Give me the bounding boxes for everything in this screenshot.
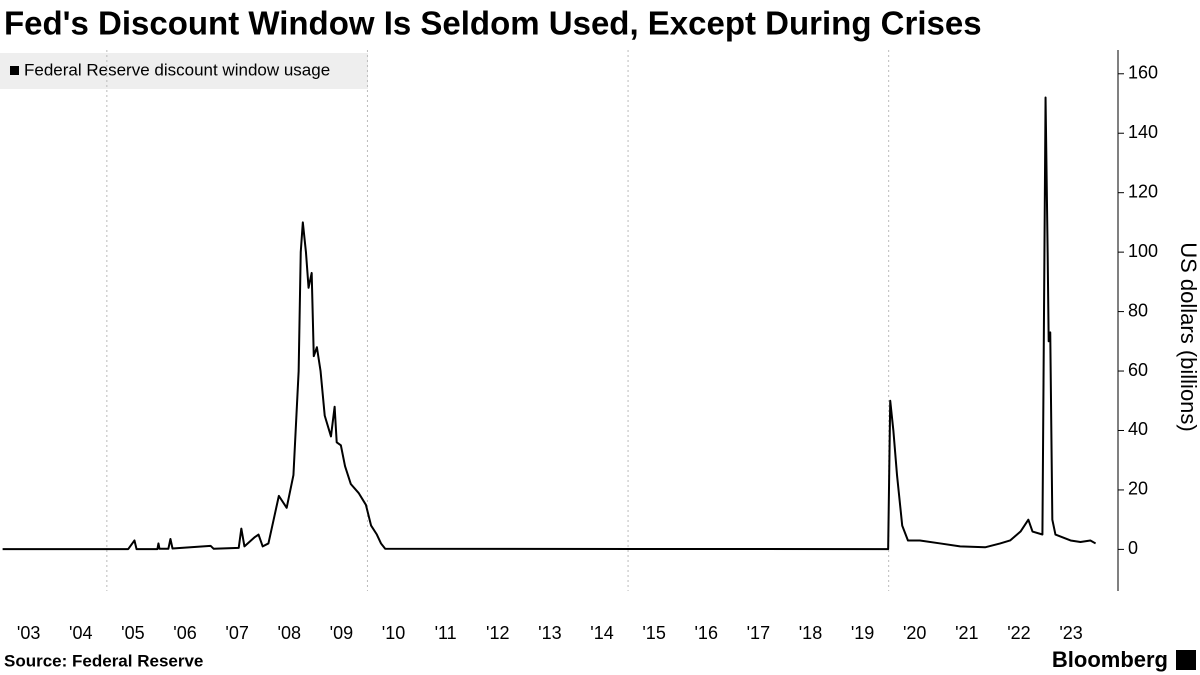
x-tick-label: '09 xyxy=(330,623,353,643)
x-tick-label: '23 xyxy=(1059,623,1082,643)
x-tick-label: '20 xyxy=(903,623,926,643)
x-tick-label: '03 xyxy=(17,623,40,643)
x-tick-label: '06 xyxy=(173,623,196,643)
y-axis-label: US dollars (billions) xyxy=(1176,242,1200,432)
x-tick-label: '18 xyxy=(799,623,822,643)
legend-box xyxy=(0,53,368,89)
x-tick-label: '12 xyxy=(486,623,509,643)
legend-swatch xyxy=(10,66,19,75)
y-tick-label: 0 xyxy=(1128,538,1138,558)
brand: Bloomberg xyxy=(1052,647,1168,672)
y-tick-label: 120 xyxy=(1128,181,1158,201)
x-tick-label: '05 xyxy=(121,623,144,643)
y-tick-label: 40 xyxy=(1128,419,1148,439)
x-tick-label: '13 xyxy=(538,623,561,643)
x-tick-label: '07 xyxy=(225,623,248,643)
line xyxy=(2,96,1097,551)
y-tick-label: 140 xyxy=(1128,122,1158,142)
y-tick-label: 80 xyxy=(1128,300,1148,320)
x-tick-label: '08 xyxy=(278,623,301,643)
x-tick-label: '10 xyxy=(382,623,405,643)
x-tick-label: '16 xyxy=(695,623,718,643)
y-tick-label: 160 xyxy=(1128,63,1158,83)
brand-icon xyxy=(1176,650,1196,670)
chart-title: Fed's Discount Window Is Seldom Used, Ex… xyxy=(4,5,982,42)
x-tick-label: '11 xyxy=(435,623,457,643)
y-tick-label: 100 xyxy=(1128,241,1158,261)
legend-label: Federal Reserve discount window usage xyxy=(24,60,330,79)
x-tick-label: '17 xyxy=(747,623,770,643)
y-tick-label: 20 xyxy=(1128,479,1148,499)
y-tick-label: 60 xyxy=(1128,360,1148,380)
x-tick-label: '21 xyxy=(955,623,978,643)
source: Source: Federal Reserve xyxy=(4,651,203,670)
x-tick-label: '22 xyxy=(1007,623,1030,643)
x-tick-label: '14 xyxy=(590,623,613,643)
x-tick-label: '04 xyxy=(69,623,92,643)
x-tick-label: '19 xyxy=(851,623,874,643)
x-tick-label: '15 xyxy=(642,623,665,643)
